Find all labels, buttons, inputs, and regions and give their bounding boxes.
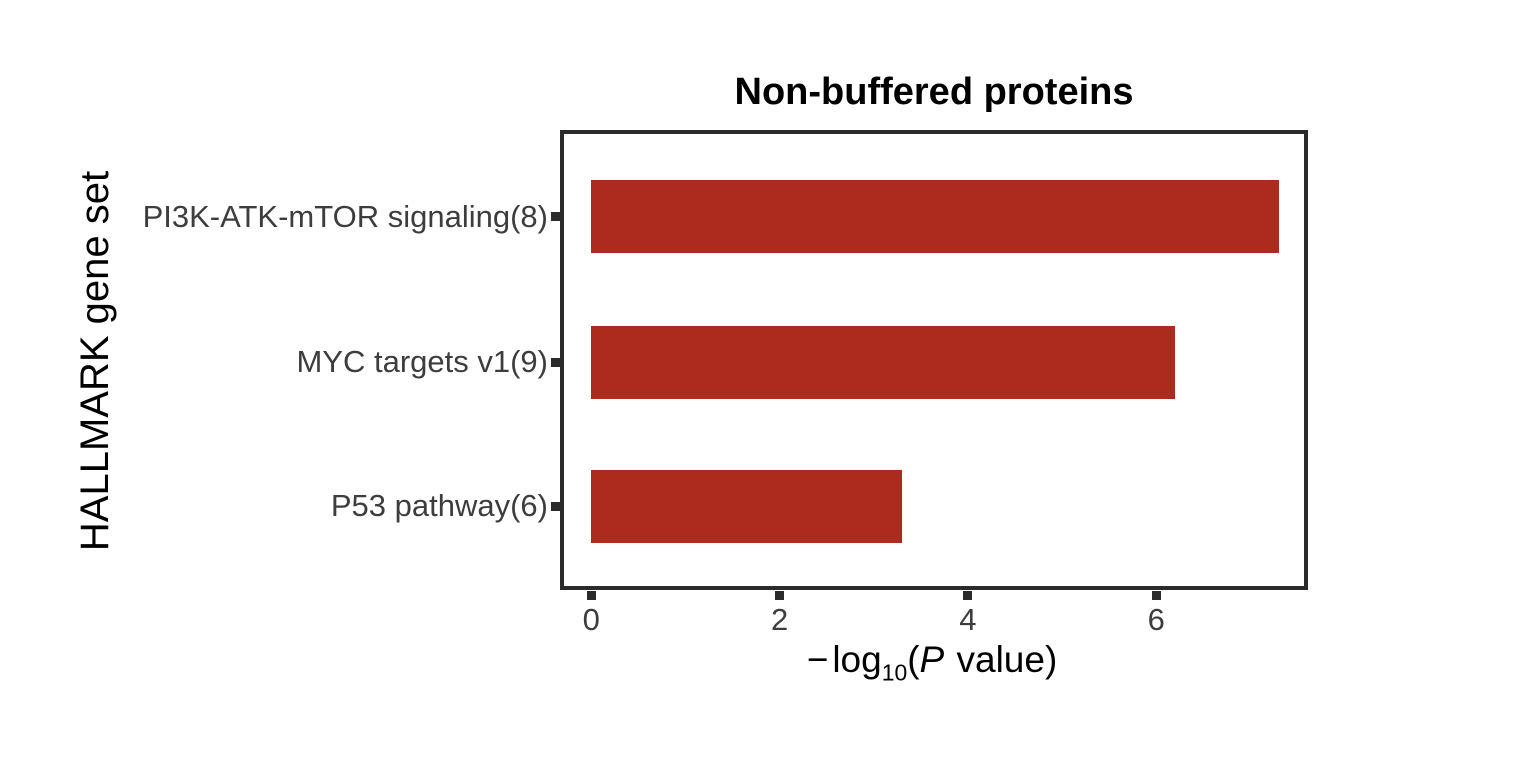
x-tick-mark-0 xyxy=(586,591,596,600)
chart-title: Non-buffered proteins xyxy=(734,71,1134,113)
y-tick-mark-2 xyxy=(551,501,560,511)
bar-1 xyxy=(591,325,1175,399)
x-axis-title-log: log xyxy=(832,639,882,680)
category-label-2: P53 pathway(6) xyxy=(330,488,548,524)
x-tick-label-0: 0 xyxy=(582,602,600,637)
x-tick-label-3: 6 xyxy=(1147,602,1165,637)
x-tick-mark-3 xyxy=(1151,591,1161,600)
bar-0 xyxy=(591,180,1279,254)
x-axis-title: − log10(P value) xyxy=(807,636,1058,684)
x-axis-title-paren: ( xyxy=(907,639,920,680)
y-axis-title: HALLMARK gene set xyxy=(73,170,117,552)
x-axis-title-subscript: 10 xyxy=(881,659,908,686)
x-tick-mark-1 xyxy=(775,591,785,600)
category-label-1: MYC targets v1(9) xyxy=(296,344,548,380)
y-tick-mark-0 xyxy=(551,212,560,222)
x-tick-mark-2 xyxy=(963,591,973,600)
x-tick-label-2: 4 xyxy=(959,602,977,637)
x-axis-title-p: P xyxy=(919,639,945,680)
plot-panel xyxy=(560,130,1308,590)
x-axis-title-minus: − xyxy=(806,639,829,680)
y-tick-mark-1 xyxy=(551,357,560,367)
bar-2 xyxy=(591,469,902,543)
x-tick-label-1: 2 xyxy=(770,602,789,637)
category-label-0: PI3K-ATK-mTOR signaling(8) xyxy=(142,198,548,234)
x-axis-title-suffix: value) xyxy=(946,639,1058,680)
